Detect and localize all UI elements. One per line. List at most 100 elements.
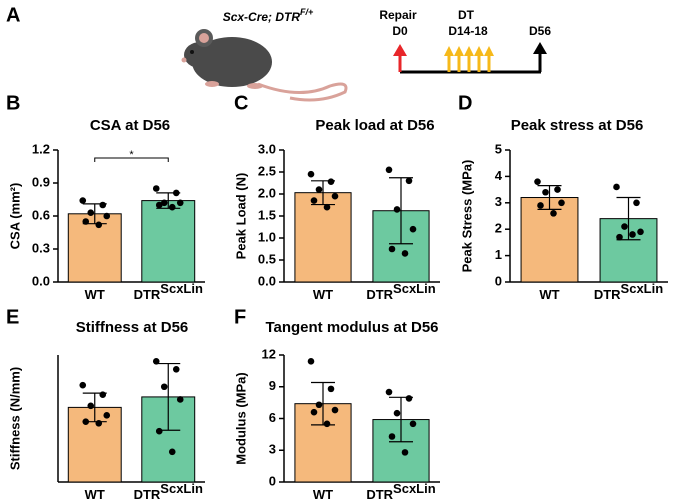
x-tick-label: DTRScxLin	[134, 481, 203, 502]
x-tick-label: DTRScxLin	[366, 281, 435, 302]
y-tick-label: 0	[495, 273, 502, 288]
data-point	[534, 178, 541, 185]
x-tick-label: DTRScxLin	[134, 281, 203, 302]
chart-title: Stiffness at D56	[76, 319, 189, 336]
data-point	[558, 199, 565, 207]
panel-letter: C	[234, 92, 248, 114]
data-point	[405, 177, 413, 185]
x-tick-label: DTRScxLin	[594, 281, 663, 302]
data-point	[152, 185, 160, 192]
panel-letter: B	[6, 92, 20, 114]
data-point	[307, 358, 315, 365]
data-point	[554, 186, 561, 193]
data-point	[616, 233, 623, 241]
chart-title: Peak load at D56	[315, 117, 434, 134]
category-name: WT	[85, 487, 105, 502]
mouse-illustration	[181, 29, 348, 102]
data-point	[537, 202, 544, 209]
data-point	[82, 418, 90, 425]
y-tick-label: 2.0	[258, 185, 276, 200]
data-point	[310, 408, 318, 416]
data-point	[172, 365, 180, 373]
data-point	[155, 201, 163, 209]
bar	[141, 200, 196, 283]
y-tick-label: 6	[269, 410, 276, 425]
data-point	[155, 427, 163, 435]
chart-title: CSA at D56	[90, 117, 170, 134]
data-point	[405, 395, 413, 402]
data-point	[87, 209, 95, 216]
data-point	[629, 231, 636, 238]
category-name: DTR	[594, 287, 621, 302]
category-name: WT	[313, 487, 333, 502]
x-tick-label: WT	[313, 287, 333, 302]
category-superscript: ScxLin	[160, 281, 203, 296]
y-tick-label: 3.0	[258, 141, 276, 156]
data-point	[550, 210, 557, 217]
timeline-label: Repair	[379, 8, 417, 22]
data-point	[331, 406, 339, 414]
data-point	[409, 225, 417, 233]
y-tick-label: 12	[262, 346, 276, 361]
bar	[520, 197, 579, 283]
y-tick-label: 0.0	[32, 273, 50, 288]
y-tick-label: 5	[495, 141, 502, 156]
x-tick-label: WT	[313, 487, 333, 502]
panel-letter: A	[6, 4, 20, 26]
data-point	[310, 197, 318, 204]
timeline-label: DT	[458, 8, 475, 22]
y-axis-label: Modulus (MPa)	[233, 372, 248, 464]
data-point	[315, 186, 323, 193]
category-name: WT	[313, 287, 333, 302]
data-point	[633, 199, 640, 207]
y-tick-label: 1	[495, 247, 502, 262]
timeline-label: D14-18	[448, 24, 488, 38]
y-tick-label: 4	[495, 168, 503, 183]
data-point	[103, 212, 111, 220]
category-superscript: ScxLin	[393, 481, 436, 496]
category-name: DTR	[366, 287, 393, 302]
y-tick-label: 2.5	[258, 163, 276, 178]
panel-letter: D	[458, 92, 472, 114]
genotype-text: Scx-Cre; DTR	[223, 10, 301, 24]
data-point	[160, 199, 168, 207]
data-point	[160, 383, 168, 391]
data-point	[323, 420, 331, 428]
y-tick-label: 3	[269, 442, 276, 457]
x-tick-label: WT	[539, 287, 559, 302]
y-tick-label: 3	[495, 194, 502, 209]
panel-letter: E	[6, 306, 19, 328]
y-axis-label: Stiffness (N/mm)	[7, 367, 22, 470]
category-superscript: ScxLin	[160, 481, 203, 496]
y-tick-label: 0.6	[32, 207, 50, 222]
y-tick-label: 2	[495, 221, 502, 236]
y-tick-label: 0.3	[32, 240, 50, 255]
panel-letter: F	[234, 306, 246, 328]
data-point	[79, 197, 87, 204]
data-point	[99, 201, 107, 209]
data-point	[168, 448, 176, 456]
data-point	[613, 183, 620, 191]
category-superscript: ScxLin	[393, 281, 436, 296]
y-tick-label: 0	[269, 473, 276, 488]
data-point	[327, 178, 335, 185]
chart-title: Tangent modulus at D56	[265, 319, 438, 336]
y-tick-label: 1.0	[258, 229, 276, 244]
data-point	[393, 206, 401, 213]
data-point	[95, 419, 103, 427]
category-name: WT	[85, 287, 105, 302]
data-point	[176, 199, 184, 207]
data-point	[385, 388, 393, 396]
y-axis-label: Peak Load (N)	[233, 173, 248, 260]
data-point	[637, 228, 644, 236]
y-axis-label: Peak Stress (MPa)	[459, 160, 474, 273]
x-tick-label: WT	[85, 287, 105, 302]
genotype-sup: F/+	[300, 7, 314, 17]
data-point	[152, 358, 160, 365]
y-axis-label: CSA (mm²)	[7, 183, 22, 250]
data-point	[401, 250, 409, 257]
category-name: WT	[539, 287, 559, 302]
data-point	[176, 396, 184, 403]
data-point	[388, 245, 396, 253]
